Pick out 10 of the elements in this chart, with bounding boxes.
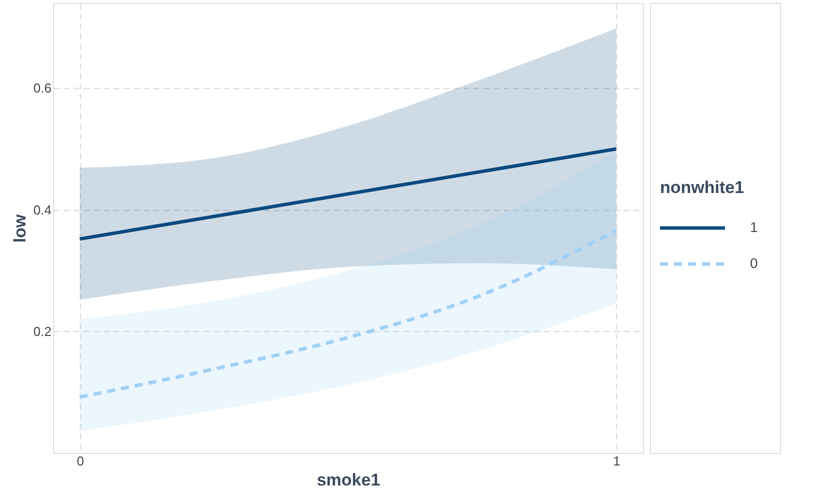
y-tick-label: 0.2 (33, 324, 52, 339)
line-series (78, 228, 618, 399)
y-tick-label: 0.6 (33, 80, 52, 96)
y-axis-title: low (10, 214, 30, 243)
legend-title: nonwhite1 (660, 178, 744, 197)
y-tick-label: 0.4 (33, 202, 52, 218)
line-series (78, 147, 618, 241)
legend-label: 0 (750, 255, 758, 271)
legend-label: 1 (750, 219, 758, 235)
x-axis-title: smoke1 (316, 470, 380, 490)
